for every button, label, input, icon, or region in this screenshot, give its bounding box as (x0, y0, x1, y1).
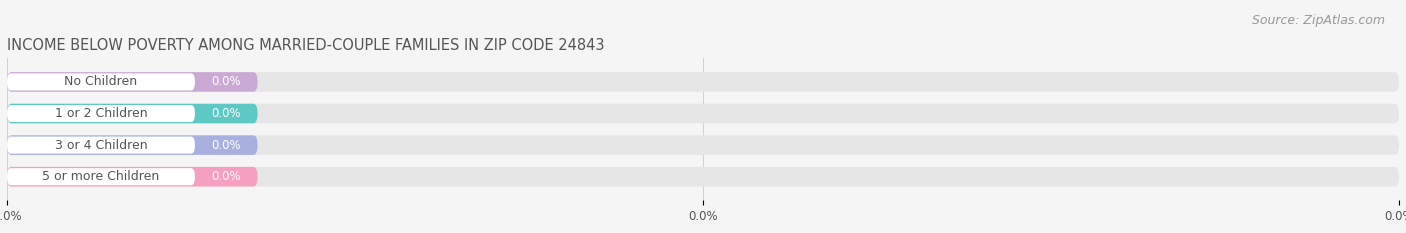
FancyBboxPatch shape (7, 104, 257, 123)
FancyBboxPatch shape (7, 105, 195, 122)
Text: 5 or more Children: 5 or more Children (42, 170, 160, 183)
Text: No Children: No Children (65, 75, 138, 89)
FancyBboxPatch shape (7, 135, 1399, 155)
FancyBboxPatch shape (7, 104, 1399, 123)
Text: INCOME BELOW POVERTY AMONG MARRIED-COUPLE FAMILIES IN ZIP CODE 24843: INCOME BELOW POVERTY AMONG MARRIED-COUPL… (7, 38, 605, 53)
FancyBboxPatch shape (7, 168, 195, 185)
FancyBboxPatch shape (7, 135, 257, 155)
Text: 0.0%: 0.0% (211, 139, 240, 152)
FancyBboxPatch shape (7, 72, 257, 92)
Text: 0.0%: 0.0% (211, 75, 240, 89)
Text: 3 or 4 Children: 3 or 4 Children (55, 139, 148, 152)
Text: 0.0%: 0.0% (211, 170, 240, 183)
FancyBboxPatch shape (7, 167, 257, 186)
Text: 1 or 2 Children: 1 or 2 Children (55, 107, 148, 120)
FancyBboxPatch shape (7, 137, 195, 154)
FancyBboxPatch shape (7, 167, 1399, 186)
FancyBboxPatch shape (7, 72, 1399, 92)
Text: Source: ZipAtlas.com: Source: ZipAtlas.com (1251, 14, 1385, 27)
Text: 0.0%: 0.0% (211, 107, 240, 120)
FancyBboxPatch shape (7, 73, 195, 90)
